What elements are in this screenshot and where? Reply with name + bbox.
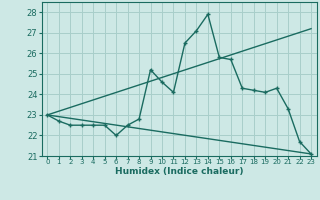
X-axis label: Humidex (Indice chaleur): Humidex (Indice chaleur) xyxy=(115,167,244,176)
